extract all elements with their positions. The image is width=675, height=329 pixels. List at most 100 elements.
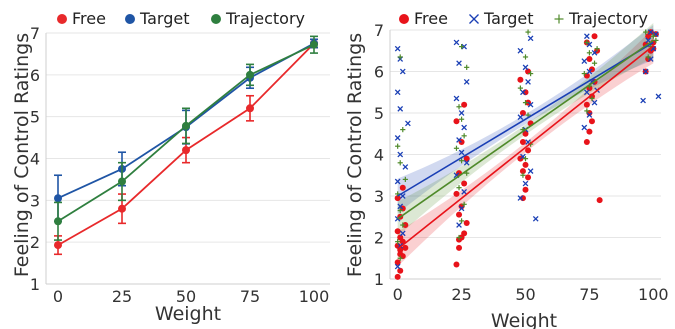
left-legend: Free Target Trajectory xyxy=(57,9,305,28)
point-target xyxy=(642,68,649,75)
point-target xyxy=(461,188,468,195)
point-free xyxy=(583,101,590,108)
y-tick-label: 2 xyxy=(30,233,40,252)
point-target xyxy=(583,89,590,96)
point-trajectory xyxy=(456,234,462,241)
point-trajectory xyxy=(461,201,467,207)
point-free xyxy=(461,101,468,108)
legend-label-free: Free xyxy=(414,9,448,28)
point-trajectory xyxy=(397,54,403,60)
point-free xyxy=(519,139,526,146)
point-target xyxy=(453,95,460,102)
fit-line-trajectory xyxy=(397,39,654,220)
point-target xyxy=(586,68,593,75)
y-tick-label: 3 xyxy=(30,191,40,210)
legend-item-target: Target xyxy=(469,9,534,28)
right-y-axis-label: Feeling of Control Ratings xyxy=(344,33,366,277)
point-trajectory xyxy=(594,46,600,52)
point-trajectory xyxy=(397,160,403,166)
point-target xyxy=(522,64,529,71)
point-target xyxy=(456,222,462,228)
legend-marker-trajectory xyxy=(211,14,221,24)
legend-marker-free xyxy=(57,14,67,24)
point-free xyxy=(394,195,401,202)
point-target xyxy=(394,178,401,185)
point-free xyxy=(453,118,460,125)
right-fit-lines xyxy=(397,39,654,250)
left-chart: 1 2 3 4 5 6 7 0 25 50 75 100 Weight Feeling of Con… xyxy=(11,9,330,325)
point-free xyxy=(453,261,460,268)
point-free xyxy=(397,267,404,274)
point-free xyxy=(394,259,401,266)
point-free xyxy=(182,146,190,155)
point-free xyxy=(522,130,529,137)
point-trajectory xyxy=(310,40,318,49)
point-target xyxy=(394,89,401,96)
point-trajectory xyxy=(402,176,408,182)
legend-label-trajectory: Trajectory xyxy=(568,9,648,28)
point-trajectory xyxy=(645,54,651,60)
legend-item-free: Free xyxy=(399,9,448,28)
point-trajectory xyxy=(522,100,529,106)
point-trajectory xyxy=(584,108,590,114)
point-trajectory xyxy=(520,172,526,178)
point-trajectory xyxy=(522,54,529,60)
point-target xyxy=(456,137,462,143)
point-trajectory xyxy=(581,70,587,77)
legend-marker-target xyxy=(125,14,135,24)
point-trajectory xyxy=(643,29,649,35)
point-target xyxy=(458,205,465,212)
point-target xyxy=(527,101,534,108)
legend-marker-target xyxy=(469,14,479,24)
point-target xyxy=(394,263,401,270)
point-target xyxy=(527,168,534,174)
point-target xyxy=(647,29,654,35)
x-tick-label: 50 xyxy=(515,285,535,304)
point-free xyxy=(402,244,409,251)
point-trajectory xyxy=(456,185,462,191)
point-trajectory xyxy=(591,60,598,66)
legend-marker-free xyxy=(399,14,409,24)
point-target xyxy=(586,112,593,118)
left-x-axis-label: Weight xyxy=(155,303,221,325)
x-tick-label: 100 xyxy=(638,285,669,304)
left-x-tick-labels: 0 25 50 75 100 xyxy=(53,287,329,306)
point-target xyxy=(397,151,404,158)
right-y-tick-labels: 1 2 3 4 5 6 7 xyxy=(374,21,384,289)
point-free xyxy=(586,128,593,135)
x-tick-label: 100 xyxy=(299,287,330,306)
point-target xyxy=(456,60,462,67)
point-trajectory xyxy=(395,239,401,245)
point-trajectory xyxy=(525,29,531,35)
legend-item-trajectory: Trajectory xyxy=(211,9,305,28)
point-trajectory xyxy=(456,104,462,110)
point-target xyxy=(520,89,526,96)
point-target xyxy=(640,97,646,104)
point-target xyxy=(394,135,401,141)
point-target xyxy=(397,203,404,210)
point-target xyxy=(581,58,588,64)
point-trajectory xyxy=(182,121,190,130)
point-target xyxy=(399,68,406,75)
x-tick-label: 75 xyxy=(579,285,599,304)
x-tick-label: 25 xyxy=(451,285,471,304)
point-free xyxy=(453,190,460,197)
point-target xyxy=(527,35,534,42)
x-tick-label: 0 xyxy=(393,285,403,304)
point-trajectory xyxy=(400,222,406,228)
point-free xyxy=(588,118,595,125)
left-series-marks xyxy=(54,35,318,256)
point-trajectory xyxy=(464,64,470,70)
point-target xyxy=(583,33,590,40)
point-target xyxy=(54,194,62,203)
point-free xyxy=(461,180,468,187)
point-free xyxy=(583,139,590,146)
point-target xyxy=(517,195,524,201)
point-trajectory xyxy=(517,85,523,91)
point-free xyxy=(525,174,532,181)
point-free xyxy=(397,251,404,258)
point-free xyxy=(399,184,406,191)
x-tick-label: 50 xyxy=(176,287,196,306)
point-trajectory xyxy=(522,156,529,162)
